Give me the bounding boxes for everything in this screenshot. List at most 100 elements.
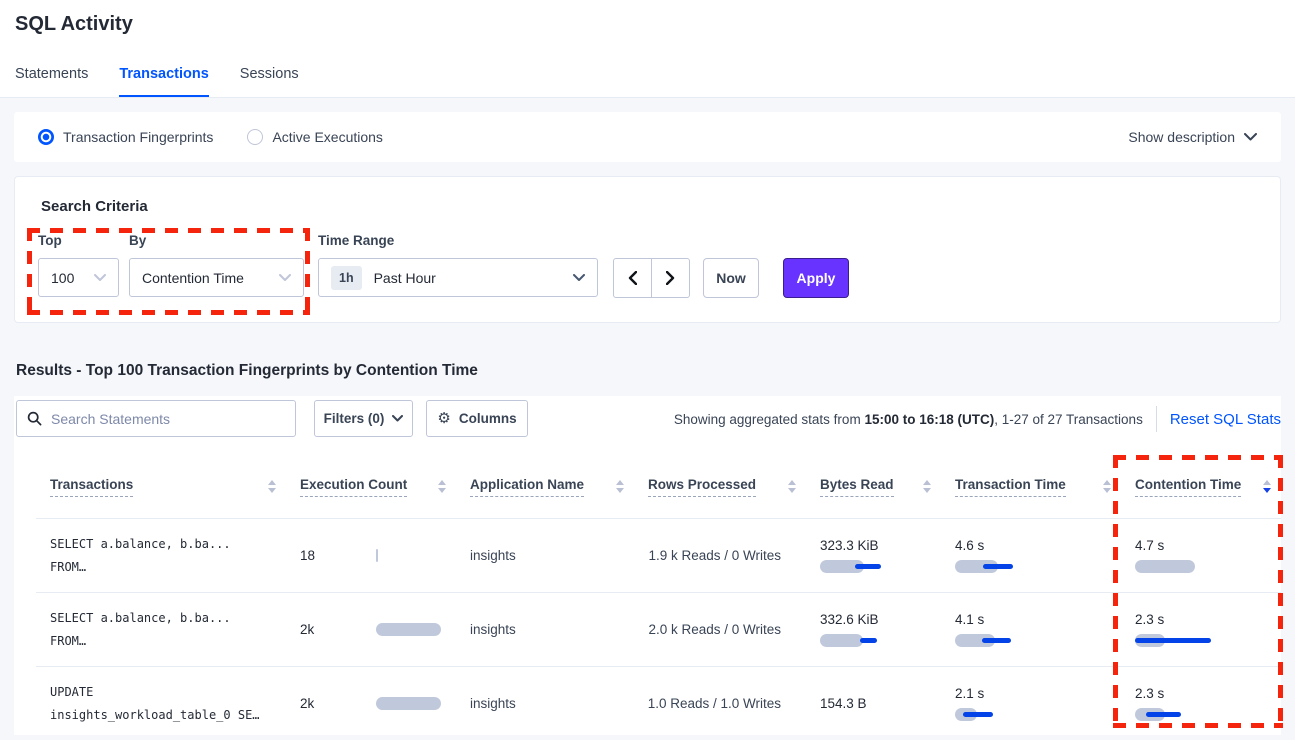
- time-range-label: Time Range: [318, 233, 395, 248]
- sql-line: SELECT a.balance, b.ba...: [50, 537, 231, 552]
- filters-button[interactable]: Filters (0): [314, 400, 413, 437]
- bar-track: [955, 560, 1037, 573]
- metric-value: 2.1 s: [955, 686, 985, 701]
- bar-gray: [820, 634, 863, 647]
- search-icon: [27, 411, 42, 426]
- metric-value: 4.6 s: [955, 538, 985, 553]
- sort-asc-icon: [1263, 480, 1271, 485]
- contention-time-cell: 2.3 s: [1121, 686, 1281, 721]
- columns-label: Columns: [458, 411, 517, 426]
- now-button[interactable]: Now: [703, 258, 759, 298]
- bar-blue-line: [983, 564, 1013, 569]
- sql-fingerprint-link[interactable]: SELECT a.balance, b.ba... FROM…: [36, 533, 286, 577]
- contention-time-cell: 2.3 s: [1121, 612, 1281, 647]
- column-header-bytes-read[interactable]: Bytes Read: [806, 477, 941, 497]
- radio-option-active-executions[interactable]: Active Executions: [247, 129, 383, 145]
- radio-option-transaction-fingerprints[interactable]: Transaction Fingerprints: [38, 129, 213, 145]
- bytes-read-cell: 332.6 KiB: [806, 612, 941, 647]
- next-time-button[interactable]: [651, 258, 690, 298]
- column-header-label: Contention Time: [1135, 477, 1242, 497]
- table-row: SELECT a.balance, b.ba... FROM… 18 insights…: [36, 519, 1281, 593]
- sort-icon: [1263, 480, 1271, 493]
- bytes-read-cell: 154.3 B: [806, 696, 941, 711]
- time-range-value: Past Hour: [373, 269, 436, 286]
- column-header-contention-time[interactable]: Contention Time: [1121, 477, 1281, 497]
- view-toggle: Transaction Fingerprints Active Execution…: [38, 129, 383, 145]
- bar-gray: [376, 549, 378, 562]
- metric-value: 332.6 KiB: [820, 612, 879, 627]
- sql-line: FROM…: [50, 559, 87, 574]
- metric-value: 2.3 s: [1135, 686, 1165, 701]
- sql-line: insights_workload_table_0 SE…: [50, 707, 260, 722]
- tab-statements[interactable]: Statements: [15, 66, 89, 82]
- column-header-label: Transaction Time: [955, 477, 1066, 497]
- bar-gray: [376, 623, 441, 636]
- by-label: By: [129, 233, 147, 248]
- transaction-time-cell: 4.6 s: [941, 538, 1121, 573]
- by-select[interactable]: Contention Time: [129, 258, 304, 297]
- execution-count-value: 18: [300, 548, 316, 563]
- contention-time-cell: 4.7 s: [1121, 538, 1281, 573]
- tab-transactions[interactable]: Transactions: [119, 66, 209, 97]
- chevron-down-icon: [279, 273, 291, 282]
- application-name-cell: insights: [470, 696, 516, 711]
- sort-icon: [1103, 480, 1111, 493]
- radio-selected-icon: [38, 129, 54, 145]
- apply-button[interactable]: Apply: [783, 258, 849, 298]
- column-header-rows-processed[interactable]: Rows Processed: [634, 477, 806, 497]
- sql-fingerprint-link[interactable]: UPDATE insights_workload_table_0 SE…: [36, 681, 286, 725]
- tab-sessions[interactable]: Sessions: [239, 66, 299, 82]
- sql-fingerprint-link[interactable]: SELECT a.balance, b.ba... FROM…: [36, 607, 286, 651]
- show-description-label: Show description: [1128, 129, 1235, 145]
- sql-line: UPDATE: [50, 685, 94, 700]
- time-range-select[interactable]: 1h Past Hour: [318, 258, 598, 297]
- chevron-right-icon: [666, 271, 675, 285]
- metric-value: 4.1 s: [955, 612, 985, 627]
- time-range-badge: 1h: [331, 265, 362, 290]
- radio-label: Active Executions: [272, 129, 383, 145]
- search-statements-input[interactable]: [51, 410, 285, 427]
- table-row: SELECT a.balance, b.ba... FROM… 2k insights…: [36, 593, 1281, 667]
- sort-desc-icon: [438, 488, 446, 493]
- bar-gray: [955, 634, 995, 647]
- sort-icon: [923, 480, 931, 493]
- column-header-label: Execution Count: [300, 477, 408, 497]
- chevron-down-icon: [94, 273, 106, 282]
- sort-asc-icon: [616, 480, 624, 485]
- time-range-nav: [613, 258, 690, 298]
- column-header-execution-count[interactable]: Execution Count: [286, 477, 456, 497]
- aggregated-stats-text: Showing aggregated stats from 15:00 to 1…: [673, 411, 1143, 427]
- bar-track: [820, 634, 902, 647]
- sql-line: FROM…: [50, 633, 87, 648]
- transaction-time-cell: 2.1 s: [941, 686, 1121, 721]
- column-header-label: Rows Processed: [648, 477, 757, 497]
- rows-processed-cell: 1.9 k Reads / 0 Writes: [648, 548, 781, 563]
- reset-sql-stats-link[interactable]: Reset SQL Stats: [1169, 410, 1281, 428]
- sort-asc-icon: [438, 480, 446, 485]
- transactions-table: Transactions Execution Count Application N…: [14, 455, 1281, 740]
- metric-value: 323.3 KiB: [820, 538, 879, 553]
- bar-blue-line: [855, 564, 881, 569]
- sort-icon: [616, 480, 624, 493]
- execution-count-cell: 18: [286, 548, 456, 563]
- bar-blue-line: [963, 712, 993, 717]
- bar-track: [955, 708, 1037, 721]
- bar-track: [955, 634, 1037, 647]
- execution-count-value: 2k: [300, 696, 315, 711]
- column-header-transaction-time[interactable]: Transaction Time: [941, 477, 1121, 497]
- columns-button[interactable]: ⚙ Columns: [426, 400, 528, 437]
- by-select-value: Contention Time: [142, 269, 244, 286]
- sort-desc-icon: [1103, 488, 1111, 493]
- chevron-left-icon: [628, 271, 637, 285]
- show-description-button[interactable]: Show description: [1128, 129, 1257, 145]
- stats-row: Showing aggregated stats from 15:00 to 1…: [674, 402, 1281, 436]
- rows-processed-cell: 2.0 k Reads / 0 Writes: [648, 622, 781, 637]
- column-header-transactions[interactable]: Transactions: [36, 477, 286, 497]
- table-header-row: Transactions Execution Count Application N…: [36, 455, 1281, 519]
- column-header-application-name[interactable]: Application Name: [456, 477, 634, 497]
- prev-time-button[interactable]: [613, 258, 652, 298]
- bar-blue-line: [1135, 638, 1211, 643]
- metric-value: 2.3 s: [1135, 612, 1165, 627]
- metric-value: 4.7 s: [1135, 538, 1165, 553]
- top-select[interactable]: 100: [38, 258, 119, 297]
